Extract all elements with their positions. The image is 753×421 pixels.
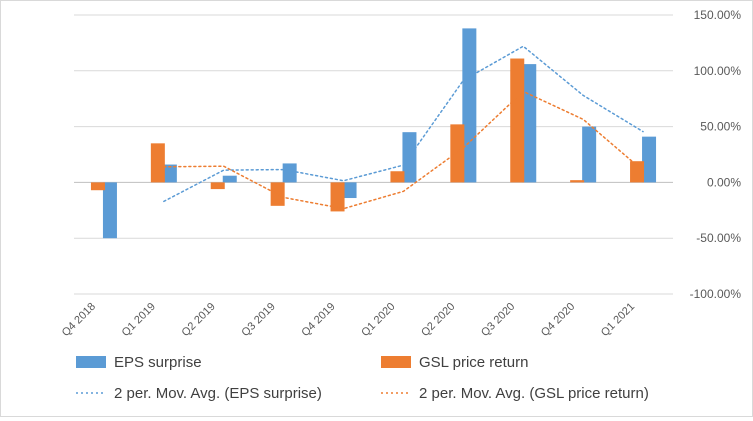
bar-gsl-price-return	[450, 124, 465, 183]
bar-gsl-price-return	[570, 180, 585, 183]
legend-swatch	[76, 356, 106, 368]
y-tick-label: 0.00%	[707, 175, 741, 189]
bar-gsl-price-return	[330, 182, 345, 212]
legend-swatch	[381, 356, 411, 368]
moving-avg-eps-line	[163, 45, 644, 203]
legend-label: 2 per. Mov. Avg. (GSL price return)	[419, 385, 649, 402]
x-tick-label: Q2 2019	[180, 301, 218, 339]
x-tick-label: Q1 2021	[599, 301, 637, 339]
x-axis-tick-labels: Q4 2018 Q1 2019 Q2 2019 Q3 2019 Q4 2019 Q1 20…	[60, 301, 637, 339]
x-tick-label: Q1 2019	[120, 301, 158, 339]
y-tick-label: 100.00%	[694, 64, 742, 78]
legend-label: 2 per. Mov. Avg. (EPS surprise)	[114, 385, 322, 402]
y-tick-label: -100.00%	[690, 287, 742, 301]
bar-gsl-price-return	[210, 182, 225, 190]
bar-eps-surprise	[582, 126, 597, 183]
bar-gsl-price-return	[150, 143, 165, 183]
x-tick-label: Q3 2019	[239, 301, 277, 339]
x-tick-label: Q1 2020	[359, 301, 397, 339]
bar-eps-surprise	[522, 64, 537, 183]
moving-average-lines	[163, 45, 644, 210]
x-tick-label: Q3 2020	[479, 301, 517, 339]
bar-gsl-price-return	[630, 161, 645, 183]
y-axis-tick-labels: 150.00% 100.00% 50.00% 0.00% -50.00% -100.00%	[690, 8, 742, 301]
gridlines	[74, 14, 673, 295]
moving-avg-gsl-line	[163, 90, 644, 210]
bar-gsl-price-return	[90, 182, 105, 191]
bar-eps-surprise	[102, 182, 117, 239]
bar-eps-surprise	[642, 136, 657, 183]
legend-label: GSL price return	[419, 354, 529, 371]
y-tick-label: -50.00%	[696, 231, 741, 245]
legend: EPS surprise GSL price return 2 per. Mov. …	[76, 354, 649, 402]
bars	[90, 28, 657, 239]
x-tick-label: Q4 2019	[299, 301, 337, 339]
bar-eps-surprise	[462, 28, 477, 183]
x-tick-label: Q4 2018	[60, 301, 98, 339]
bar-eps-surprise	[162, 164, 177, 183]
x-tick-label: Q4 2020	[539, 301, 577, 339]
bar-gsl-price-return	[390, 171, 405, 183]
bar-gsl-price-return	[510, 58, 525, 183]
legend-label: EPS surprise	[114, 354, 202, 371]
bar-eps-surprise	[282, 163, 297, 183]
y-tick-label: 150.00%	[694, 8, 742, 22]
y-tick-label: 50.00%	[700, 120, 741, 134]
bar-eps-surprise	[222, 175, 237, 183]
x-tick-label: Q2 2020	[419, 301, 457, 339]
bar-eps-surprise	[342, 182, 357, 199]
